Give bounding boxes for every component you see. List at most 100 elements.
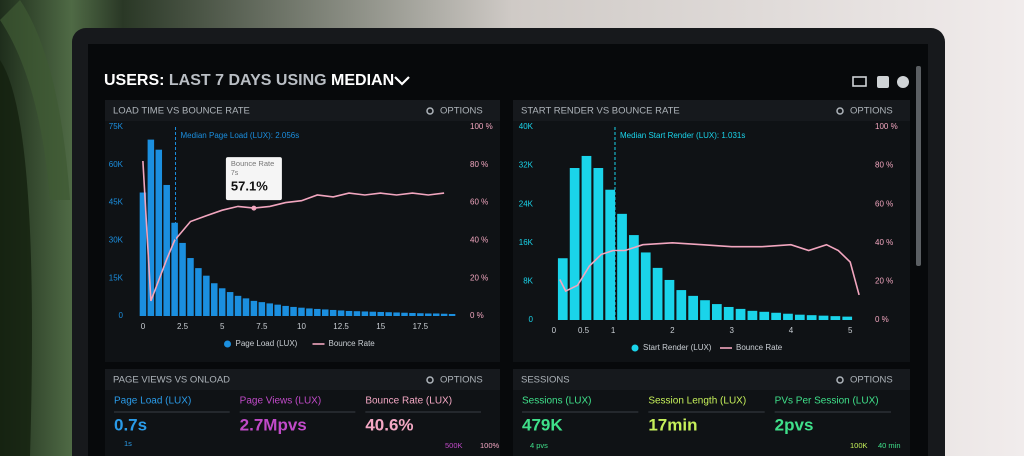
- y-tick-label: 45K: [109, 198, 124, 207]
- leaf: [0, 60, 32, 456]
- tooltip-point: [251, 205, 257, 211]
- y2-tick-label: 0 %: [470, 311, 484, 320]
- y-tick-label: 15K: [109, 273, 124, 282]
- bar: [557, 258, 568, 320]
- x-tick-label: 1: [611, 326, 616, 335]
- y2-tick-label: 60 %: [875, 199, 893, 208]
- metric-value: 2.7Mpvs: [240, 415, 307, 434]
- bar: [258, 302, 266, 316]
- legend-label: Bounce Rate: [736, 343, 783, 352]
- legend-label: Bounce Rate: [329, 339, 376, 348]
- metric-value: 40.6%: [365, 415, 413, 434]
- y-tick-label: 0: [529, 315, 534, 324]
- legend-swatch: [224, 340, 231, 348]
- bar: [794, 314, 805, 320]
- bar: [700, 300, 710, 320]
- bar: [337, 310, 345, 316]
- metric-note: 500K: [445, 441, 463, 450]
- scrollbar: [916, 66, 921, 266]
- options-button[interactable]: OPTIONS: [850, 375, 893, 386]
- bar: [171, 222, 178, 316]
- y2-tick-label: 80 %: [470, 160, 488, 169]
- options-button[interactable]: OPTIONS: [850, 106, 893, 117]
- options-icon: [836, 376, 844, 384]
- y-tick-label: 30K: [109, 236, 124, 245]
- bar: [401, 312, 408, 316]
- share-icon[interactable]: [877, 76, 889, 88]
- bar: [581, 155, 592, 320]
- metric-note: 40 min: [878, 441, 901, 450]
- median-label: Median Start Render (LUX): 1.031s: [620, 131, 745, 140]
- bar: [806, 315, 817, 320]
- bar: [361, 311, 369, 316]
- title-part[interactable]: MEDIAN: [331, 72, 394, 89]
- bar: [664, 279, 675, 320]
- metric-note: 1s: [124, 439, 132, 448]
- metric-value: 17min: [648, 415, 697, 434]
- bar: [266, 303, 274, 316]
- line: [142, 160, 445, 302]
- legend-label: Page Load (LUX): [236, 339, 298, 348]
- leaf: [0, 0, 70, 200]
- bar: [329, 309, 337, 316]
- options-icon: [426, 376, 434, 384]
- line: [559, 241, 860, 296]
- bar: [353, 311, 361, 316]
- x-tick-label: 2.5: [177, 322, 189, 331]
- help-icon[interactable]: [897, 76, 909, 88]
- dashboard-title: USERS: LAST 7 DAYS USING MEDIAN: [104, 72, 394, 89]
- bar: [393, 312, 400, 316]
- bar: [759, 311, 770, 320]
- y-tick-label: 16K: [519, 238, 534, 247]
- bar: [818, 315, 829, 320]
- panel-title: SESSIONS: [521, 375, 570, 386]
- x-tick-label: 10: [297, 322, 306, 331]
- bar: [771, 312, 781, 320]
- metric-label: Sessions (LUX): [522, 396, 591, 407]
- bar: [298, 307, 305, 316]
- bar: [290, 306, 297, 316]
- bar: [274, 304, 281, 316]
- x-tick-label: 3: [729, 326, 734, 335]
- bar: [369, 311, 377, 316]
- y-tick-label: 0: [119, 311, 124, 320]
- y-tick-label: 32K: [519, 161, 534, 170]
- bar: [629, 235, 639, 320]
- bar: [203, 275, 210, 316]
- x-tick-label: 0: [552, 326, 557, 335]
- x-tick-label: 0: [141, 322, 146, 331]
- monitor-icon[interactable]: [852, 76, 867, 87]
- metric-label: Bounce Rate (LUX): [365, 396, 452, 407]
- options-icon: [426, 107, 434, 115]
- bar: [321, 309, 329, 316]
- median-label: Median Page Load (LUX): 2.056s: [181, 131, 300, 140]
- dropdown-icon[interactable]: [394, 76, 410, 86]
- panel-header: [105, 369, 500, 390]
- y2-tick-label: 100 %: [875, 122, 898, 131]
- tooltip-title: Bounce Rate: [231, 159, 274, 168]
- title-part: LAST 7 DAYS: [169, 72, 272, 89]
- bar: [234, 295, 242, 316]
- legend-label: Start Render (LUX): [643, 343, 712, 352]
- bar: [569, 168, 580, 320]
- bar: [187, 258, 194, 316]
- panel-header: [105, 100, 500, 121]
- options-button[interactable]: OPTIONS: [440, 106, 483, 117]
- bar: [440, 313, 448, 316]
- y2-tick-label: 20 %: [470, 273, 488, 282]
- bar: [282, 305, 289, 316]
- bar: [226, 292, 234, 316]
- options-button[interactable]: OPTIONS: [440, 375, 483, 386]
- bar: [688, 295, 699, 320]
- bar: [711, 304, 722, 320]
- x-tick-label: 17.5: [413, 322, 429, 331]
- y-tick-label: 8K: [523, 277, 533, 286]
- legend-swatch: [631, 344, 639, 352]
- y-tick-label: 75K: [109, 122, 124, 131]
- x-tick-label: 5: [220, 322, 225, 331]
- bar: [377, 311, 384, 316]
- metric-note: 4 pvs: [530, 441, 548, 450]
- y2-tick-label: 20 %: [875, 277, 893, 286]
